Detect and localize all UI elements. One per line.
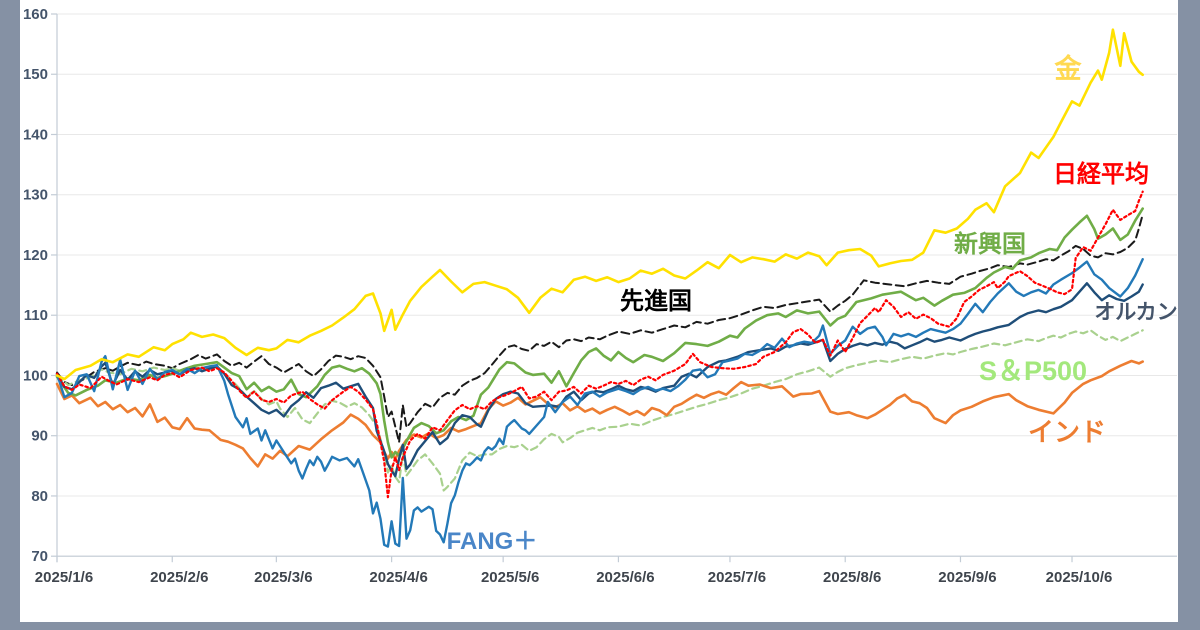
y-axis-label-70: 70 [31,548,48,565]
series-label-india: インド [1028,417,1106,447]
y-axis-label-160: 160 [23,6,48,23]
x-axis-label-2025/4/6: 2025/4/6 [369,569,427,586]
x-axis-label-2025/8/6: 2025/8/6 [823,569,881,586]
y-axis-label-110: 110 [24,307,48,324]
x-axis-label-2025/7/6: 2025/7/6 [708,569,766,586]
x-axis-label-2025/3/6: 2025/3/6 [254,569,312,586]
series-line-emerging [55,207,1144,459]
y-axis-label-90: 90 [31,428,48,445]
series-label-gold: 金 [1054,53,1083,84]
series-label-fang: FANG＋ [447,528,538,555]
y-axis-label-130: 130 [23,187,48,204]
y-axis-label-150: 150 [23,66,48,83]
slide-frame-bottom [0,622,1200,630]
series-line-gold [55,28,1144,381]
x-axis-label-2025/5/6: 2025/5/6 [481,569,539,586]
x-axis-label-2025/2/6: 2025/2/6 [150,569,208,586]
slide-frame-left [0,0,20,630]
x-axis-label-2025/10/6: 2025/10/6 [1046,569,1113,586]
y-axis-label-100: 100 [23,367,48,384]
series-label-sp500: S＆P500 [979,356,1087,386]
y-axis-label-140: 140 [23,126,48,143]
x-axis-label-2025/1/6: 2025/1/6 [35,569,93,586]
series-line-nikkei [55,190,1144,499]
series-label-orukan: オルカン [1094,301,1177,324]
series-label-nikkei: 日経平均 [1053,160,1149,188]
series-label-developed: 先進国 [620,288,692,315]
series-line-developed [56,213,1144,444]
y-axis-label-120: 120 [23,247,48,264]
series-line-sp500 [55,329,1144,492]
slide-frame-right [1178,0,1200,630]
series-line-fang [55,258,1144,548]
series-label-emerging: 新興国 [954,230,1026,258]
y-axis-label-80: 80 [31,488,48,505]
x-axis-label-2025/6/6: 2025/6/6 [596,569,654,586]
x-axis-label-2025/9/6: 2025/9/6 [938,569,996,586]
